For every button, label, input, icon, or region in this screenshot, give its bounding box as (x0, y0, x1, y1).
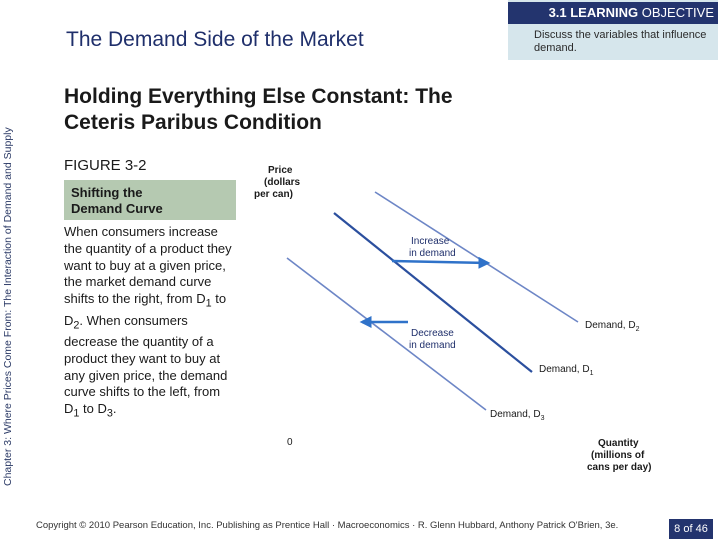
figure-name: Shifting the Demand Curve (71, 185, 231, 217)
x-axis-label-line1: Quantity (598, 438, 639, 449)
x-axis-label-line3: cans per day) (587, 462, 651, 473)
demand-curve-d1 (333, 212, 533, 373)
figure-label: FIGURE 3-2 (64, 157, 147, 174)
increase-annotation-line1: Increase (411, 236, 450, 247)
y-axis-label-line2: (dollars (264, 177, 301, 188)
demand-d2-label-text: Demand, D (585, 320, 636, 331)
caption-part2: to D (64, 291, 227, 328)
copyright-footer: Copyright © 2010 Pearson Education, Inc.… (36, 520, 619, 531)
y-axis-label-line3: per can) (254, 189, 293, 200)
demand-d2-label-sub: 2 (636, 326, 640, 333)
demand-d1-label-text: Demand, D (539, 364, 590, 375)
page-number[interactable]: 8 of 46 (669, 519, 713, 539)
figure-name-line2: Demand Curve (71, 201, 163, 216)
x-axis-label: Quantity (millions of cans per day) (587, 438, 651, 473)
origin-label: 0 (287, 437, 293, 448)
y-axis-label: Price (dollars per can) (254, 165, 303, 200)
learning-objective-word: OBJECTIVE (638, 5, 714, 20)
demand-d3-label-sub: 3 (541, 415, 545, 422)
slide-title: Holding Everything Else Constant: The Ce… (64, 85, 453, 134)
section-title: The Demand Side of the Market (66, 28, 364, 51)
decrease-annotation-line1: Decrease (411, 328, 454, 339)
figure-caption: When consumers increase the quantity of … (64, 224, 238, 423)
caption-part5: . (112, 401, 117, 417)
increase-arrow (391, 256, 491, 269)
increase-annotation: Increase in demand (409, 236, 456, 259)
figure-name-box (64, 180, 236, 220)
caption-part4: to D (79, 401, 107, 417)
demand-curve-d2 (374, 191, 579, 323)
x-axis-label-line2: (millions of (591, 450, 645, 461)
figure-name-line1: Shifting the (71, 185, 143, 200)
caption-part3: . When consumers decrease the quantity o… (64, 312, 228, 417)
learning-objective-text: Discuss the variables that influence dem… (534, 29, 707, 54)
caption-sub2: 2 (73, 319, 80, 332)
increase-annotation-line2: in demand (409, 248, 456, 259)
learning-objective-header: 3.1 LEARNING OBJECTIVE (508, 2, 718, 24)
decrease-annotation-line2: in demand (409, 340, 456, 351)
caption-sub4: 3 (106, 407, 113, 420)
demand-curve-d3 (286, 257, 487, 411)
caption-part1: When consumers increase the quantity of … (64, 224, 232, 307)
demand-d3-label: Demand, D3 (490, 409, 545, 422)
learning-objective-number: 3.1 LEARNING (548, 5, 639, 20)
caption-sub3: 1 (73, 407, 80, 420)
demand-d2-label: Demand, D2 (585, 320, 640, 333)
demand-d1-label: Demand, D1 (539, 364, 594, 377)
y-axis-label-line1: Price (268, 165, 293, 176)
caption-sub1: 1 (205, 297, 212, 310)
demand-d1-label-sub: 1 (590, 370, 594, 377)
demand-d3-label-text: Demand, D (490, 409, 541, 420)
decrease-annotation: Decrease in demand (409, 328, 457, 351)
